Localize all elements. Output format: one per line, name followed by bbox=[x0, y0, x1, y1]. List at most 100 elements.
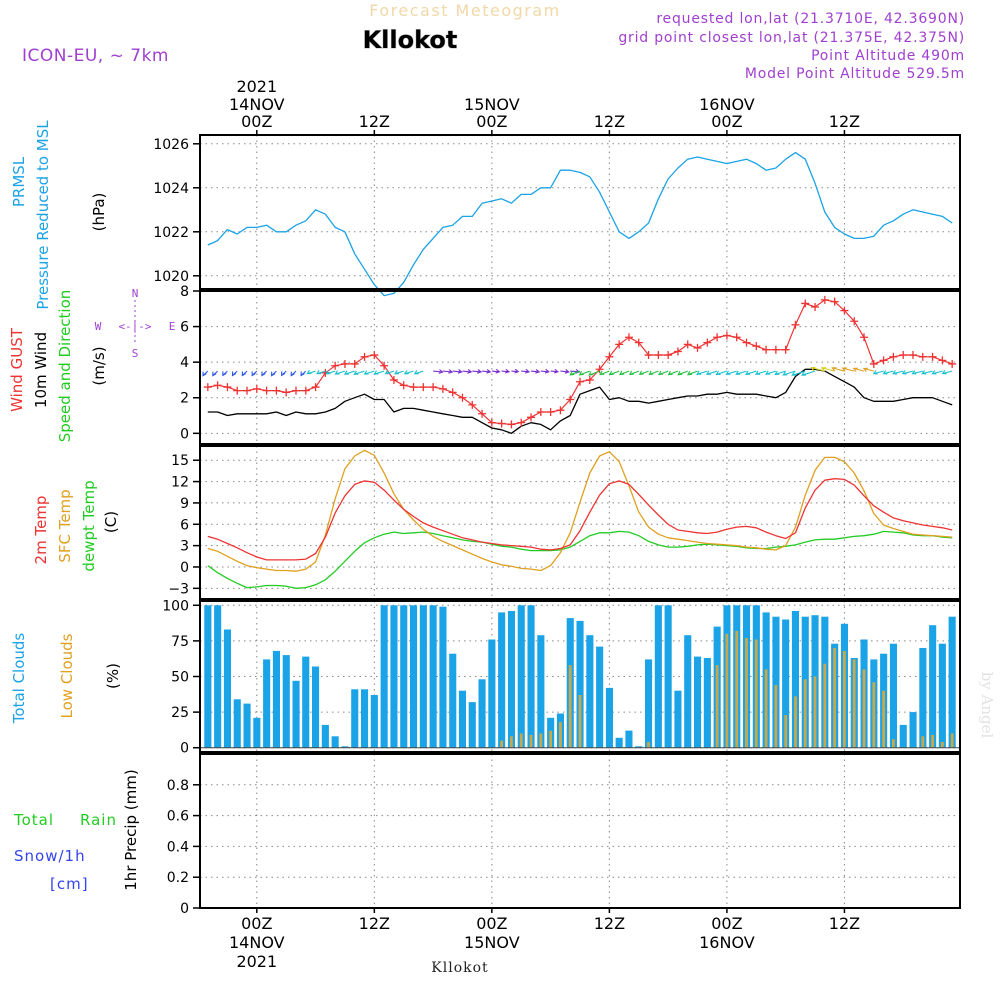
low-clouds-bar bbox=[862, 669, 866, 748]
wind-direction-arrow bbox=[353, 370, 365, 375]
temp-unit-label: (C) bbox=[102, 511, 120, 533]
wind-direction-arrow bbox=[550, 368, 560, 374]
low-clouds-bar bbox=[519, 733, 523, 748]
top-day-label: 14NOV bbox=[229, 95, 285, 114]
total-clouds-bar bbox=[909, 712, 917, 748]
gust-marker bbox=[771, 345, 780, 354]
gust-marker bbox=[634, 338, 643, 347]
station-title: Kllokot bbox=[363, 26, 458, 54]
prmsl-label: PRMSL bbox=[10, 156, 28, 207]
wind-direction-arrow bbox=[511, 368, 520, 374]
pressure-series-line bbox=[207, 151, 953, 297]
panel-border bbox=[199, 290, 961, 445]
y-tick-label: 0.8 bbox=[167, 778, 189, 794]
total-clouds-bar bbox=[498, 612, 506, 748]
low-clouds-bar bbox=[921, 736, 925, 748]
low-clouds-bar bbox=[529, 734, 533, 748]
gust-marker bbox=[850, 317, 859, 326]
y-tick-label: 75 bbox=[171, 634, 189, 650]
gust-marker bbox=[380, 361, 389, 370]
gust-marker bbox=[203, 383, 212, 392]
y-tick-label: 15 bbox=[171, 453, 189, 469]
point-altitude: Point Altitude 490m bbox=[811, 48, 965, 64]
gust-marker bbox=[654, 351, 663, 360]
dewpt-label: dewpt Temp bbox=[80, 480, 98, 571]
gust-marker bbox=[791, 320, 800, 329]
total-clouds-bar bbox=[243, 703, 251, 748]
low-clouds-bar bbox=[931, 734, 934, 748]
wind-direction-arrow bbox=[315, 370, 326, 375]
clouds-unit-label: (%) bbox=[104, 663, 122, 689]
total-clouds-bar bbox=[468, 702, 476, 748]
total-clouds-bar bbox=[390, 605, 398, 748]
total-clouds-bar bbox=[488, 639, 496, 748]
total-clouds-bar bbox=[282, 655, 290, 748]
total-clouds-bar bbox=[929, 625, 937, 748]
panel-border bbox=[199, 753, 961, 909]
y-tick-label: 12 bbox=[171, 475, 189, 491]
total-clouds-bar bbox=[517, 605, 525, 748]
total-clouds-bar bbox=[507, 611, 515, 748]
low-clouds-bar bbox=[784, 715, 788, 748]
precipitation-panel: 0 0.2 0.4 0.6 0.8 bbox=[167, 753, 961, 917]
bottom-zulu-label: 00Z bbox=[476, 914, 507, 933]
wind-direction-arrow bbox=[251, 370, 258, 377]
gust-marker bbox=[360, 352, 369, 361]
gust-marker bbox=[908, 351, 917, 360]
temp2m-label: 2m Temp bbox=[32, 496, 50, 565]
wind-direction-arrow bbox=[491, 368, 501, 374]
bottom-zulu-label: 12Z bbox=[829, 914, 860, 933]
total-clouds-bar bbox=[312, 666, 320, 748]
low-clouds-bar bbox=[549, 730, 552, 748]
wind-direction-arrow bbox=[306, 369, 316, 375]
y-tick-label: 0 bbox=[180, 426, 189, 442]
gust-marker bbox=[527, 413, 536, 422]
top-day-label: 15NOV bbox=[464, 95, 520, 114]
gust-marker bbox=[595, 365, 604, 374]
wind-direction-arrow bbox=[764, 370, 777, 375]
gust-marker bbox=[615, 340, 624, 349]
gust-marker bbox=[811, 303, 820, 312]
total-clouds-bar bbox=[233, 699, 241, 748]
gust-marker bbox=[507, 420, 516, 429]
total-clouds-bar bbox=[948, 616, 956, 748]
gust-marker bbox=[869, 359, 878, 368]
low-clouds-label: Low Clouds bbox=[58, 633, 76, 718]
wind-direction-arrow bbox=[735, 370, 747, 375]
total-clouds-bar bbox=[272, 650, 280, 748]
gust-marker bbox=[223, 383, 232, 392]
total-clouds-bar bbox=[292, 680, 300, 748]
gust-marker bbox=[752, 342, 761, 351]
panel-border bbox=[199, 600, 961, 753]
gust-marker bbox=[536, 407, 545, 416]
y-tick-label: 0.4 bbox=[167, 839, 189, 855]
y-tick-label: 8 bbox=[180, 284, 189, 300]
y-tick-label: 2 bbox=[180, 391, 189, 407]
clouds-ylabels: Total Clouds Low Clouds (%) bbox=[10, 633, 122, 725]
y-tick-label: 3 bbox=[180, 539, 189, 555]
gust-marker bbox=[340, 359, 349, 368]
gust-marker bbox=[409, 383, 418, 392]
gust-marker bbox=[918, 352, 927, 361]
low-clouds-bar bbox=[843, 650, 846, 748]
gust-marker bbox=[664, 351, 673, 360]
gust-marker bbox=[732, 333, 741, 342]
clouds-panel: 0 25 50 75 100 bbox=[162, 598, 961, 757]
wind-direction-arrow bbox=[472, 368, 483, 374]
gust-marker bbox=[311, 383, 320, 392]
total-clouds-bar bbox=[586, 635, 594, 748]
low-clouds-bar bbox=[813, 676, 817, 748]
total-clouds-bar bbox=[635, 746, 643, 748]
gust-marker bbox=[282, 388, 291, 397]
wind-direction-arrow bbox=[744, 370, 757, 375]
gust-marker bbox=[370, 351, 379, 360]
gust-marker bbox=[556, 406, 565, 415]
gust-marker bbox=[722, 331, 731, 340]
wind-direction-arrow bbox=[791, 370, 806, 376]
gust-marker bbox=[517, 418, 526, 427]
y-tick-label: 6 bbox=[180, 320, 189, 336]
requested-coords: requested lon,lat (21.3710E, 42.3690N) bbox=[656, 11, 965, 27]
gust-marker bbox=[438, 384, 447, 393]
total-clouds-bar bbox=[331, 736, 339, 748]
